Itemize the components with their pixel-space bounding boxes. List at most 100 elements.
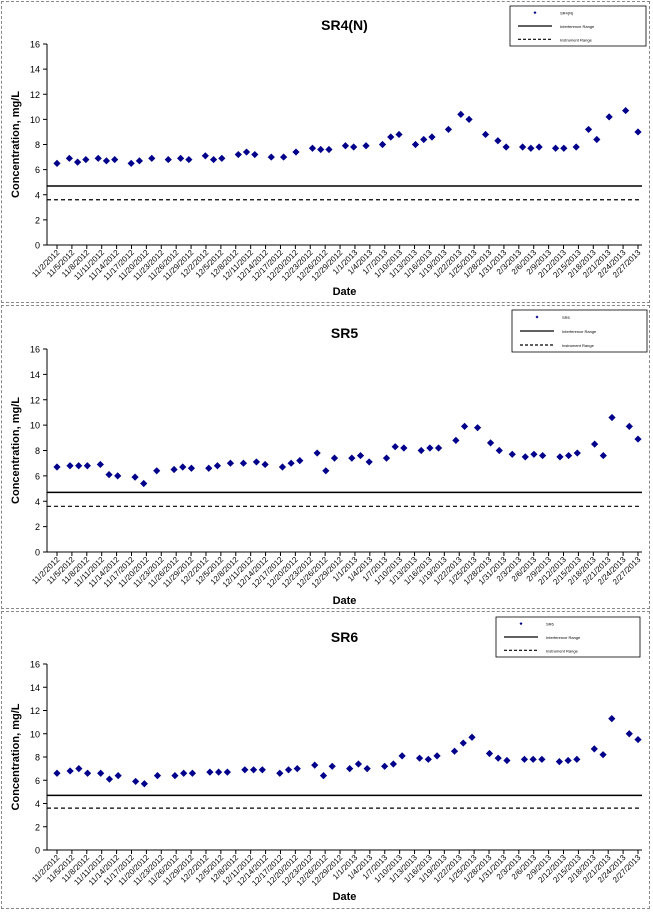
data-point (82, 155, 90, 164)
data-point (276, 769, 284, 777)
data-point (213, 462, 222, 470)
data-point (363, 765, 371, 773)
data-point (605, 113, 613, 121)
data-point (66, 462, 74, 470)
data-point (572, 143, 580, 151)
data-point (325, 145, 333, 154)
y-tick-label: 8 (35, 446, 40, 456)
data-point (481, 130, 490, 139)
data-point (502, 143, 510, 151)
data-point (267, 153, 275, 161)
data-point (555, 758, 563, 766)
data-point (215, 768, 223, 776)
data-point (261, 460, 269, 469)
y-tick-label: 12 (30, 395, 40, 405)
data-point (177, 154, 185, 162)
chart-panel-sr5: SR5 0 2 4 6 8 10 12 14 16 Concentration, mg/L 11/2/… (1, 305, 650, 609)
data-point (313, 449, 321, 457)
data-point (381, 762, 389, 770)
data-point (83, 462, 91, 470)
data-point (520, 755, 529, 763)
data-point (284, 766, 293, 774)
data-point (468, 733, 476, 741)
data-point (280, 153, 288, 161)
legend-marker (519, 622, 523, 626)
data-point (459, 739, 467, 747)
data-point (278, 463, 287, 471)
y-tick-label: 0 (35, 548, 40, 558)
y-tick-label: 14 (30, 65, 40, 75)
data-point (242, 148, 251, 156)
data-point (634, 128, 642, 136)
data-point (565, 451, 573, 460)
legend-label: Interference Range (562, 329, 597, 334)
data-point (131, 473, 139, 481)
data-point (205, 464, 213, 472)
legend-label: Interference Range (560, 24, 595, 29)
y-tick-label: 0 (35, 846, 40, 856)
data-point (465, 115, 473, 123)
data-point (179, 463, 187, 471)
data-point (521, 453, 529, 461)
y-tick-label: 14 (30, 683, 40, 693)
data-point (170, 465, 178, 474)
data-point (114, 772, 122, 780)
y-tick-label: 4 (35, 799, 40, 809)
y-tick-label: 16 (30, 40, 40, 50)
data-point (503, 756, 511, 765)
data-point (450, 747, 459, 755)
data-point (599, 451, 607, 460)
data-point (444, 125, 453, 134)
legend-label: Interference Range (546, 635, 581, 640)
data-point (105, 775, 114, 783)
data-point (424, 755, 432, 763)
data-point (330, 454, 339, 462)
data-point (382, 454, 391, 462)
y-tick-label: 10 (30, 115, 40, 125)
data-point (599, 751, 607, 759)
data-point (206, 768, 214, 776)
data-point (180, 769, 188, 777)
data-point (538, 755, 546, 763)
legend-label: Instrument Range (546, 648, 579, 653)
data-point (188, 769, 197, 777)
data-point (400, 444, 408, 452)
data-point (634, 435, 642, 443)
data-point (105, 471, 113, 479)
data-point (140, 479, 148, 488)
legend-label: Instrument Range (562, 343, 595, 348)
y-axis-label: Concentration, mg/L (10, 703, 22, 810)
data-point (625, 730, 633, 738)
data-point (127, 159, 135, 167)
data-point (111, 155, 119, 164)
data-point (148, 154, 156, 162)
data-point (387, 133, 395, 141)
y-axis-label: Concentration, mg/L (10, 397, 22, 504)
data-point (395, 130, 403, 139)
data-point (74, 158, 82, 166)
data-point (535, 143, 543, 151)
data-point (296, 457, 304, 465)
data-point (625, 422, 633, 430)
data-point (341, 142, 350, 150)
data-point (564, 756, 572, 765)
data-point (433, 752, 441, 760)
data-point (66, 767, 74, 775)
data-point (365, 458, 373, 466)
data-point (608, 413, 616, 422)
y-tick-label: 12 (30, 90, 40, 100)
legend-marker (535, 315, 539, 319)
data-point (508, 450, 516, 458)
data-point (608, 715, 616, 723)
data-point (494, 137, 502, 145)
y-tick-label: 8 (35, 753, 40, 763)
data-point (460, 422, 469, 430)
data-point (53, 159, 61, 167)
data-point (591, 440, 599, 448)
data-point (53, 463, 61, 471)
data-point (218, 154, 226, 162)
data-point (473, 424, 482, 432)
data-point (226, 459, 235, 467)
data-point (132, 777, 140, 786)
chart-panel-sr6: SR6 0 2 4 6 8 10 12 14 16 Concentration, mg/L 11/2/… (1, 611, 650, 909)
